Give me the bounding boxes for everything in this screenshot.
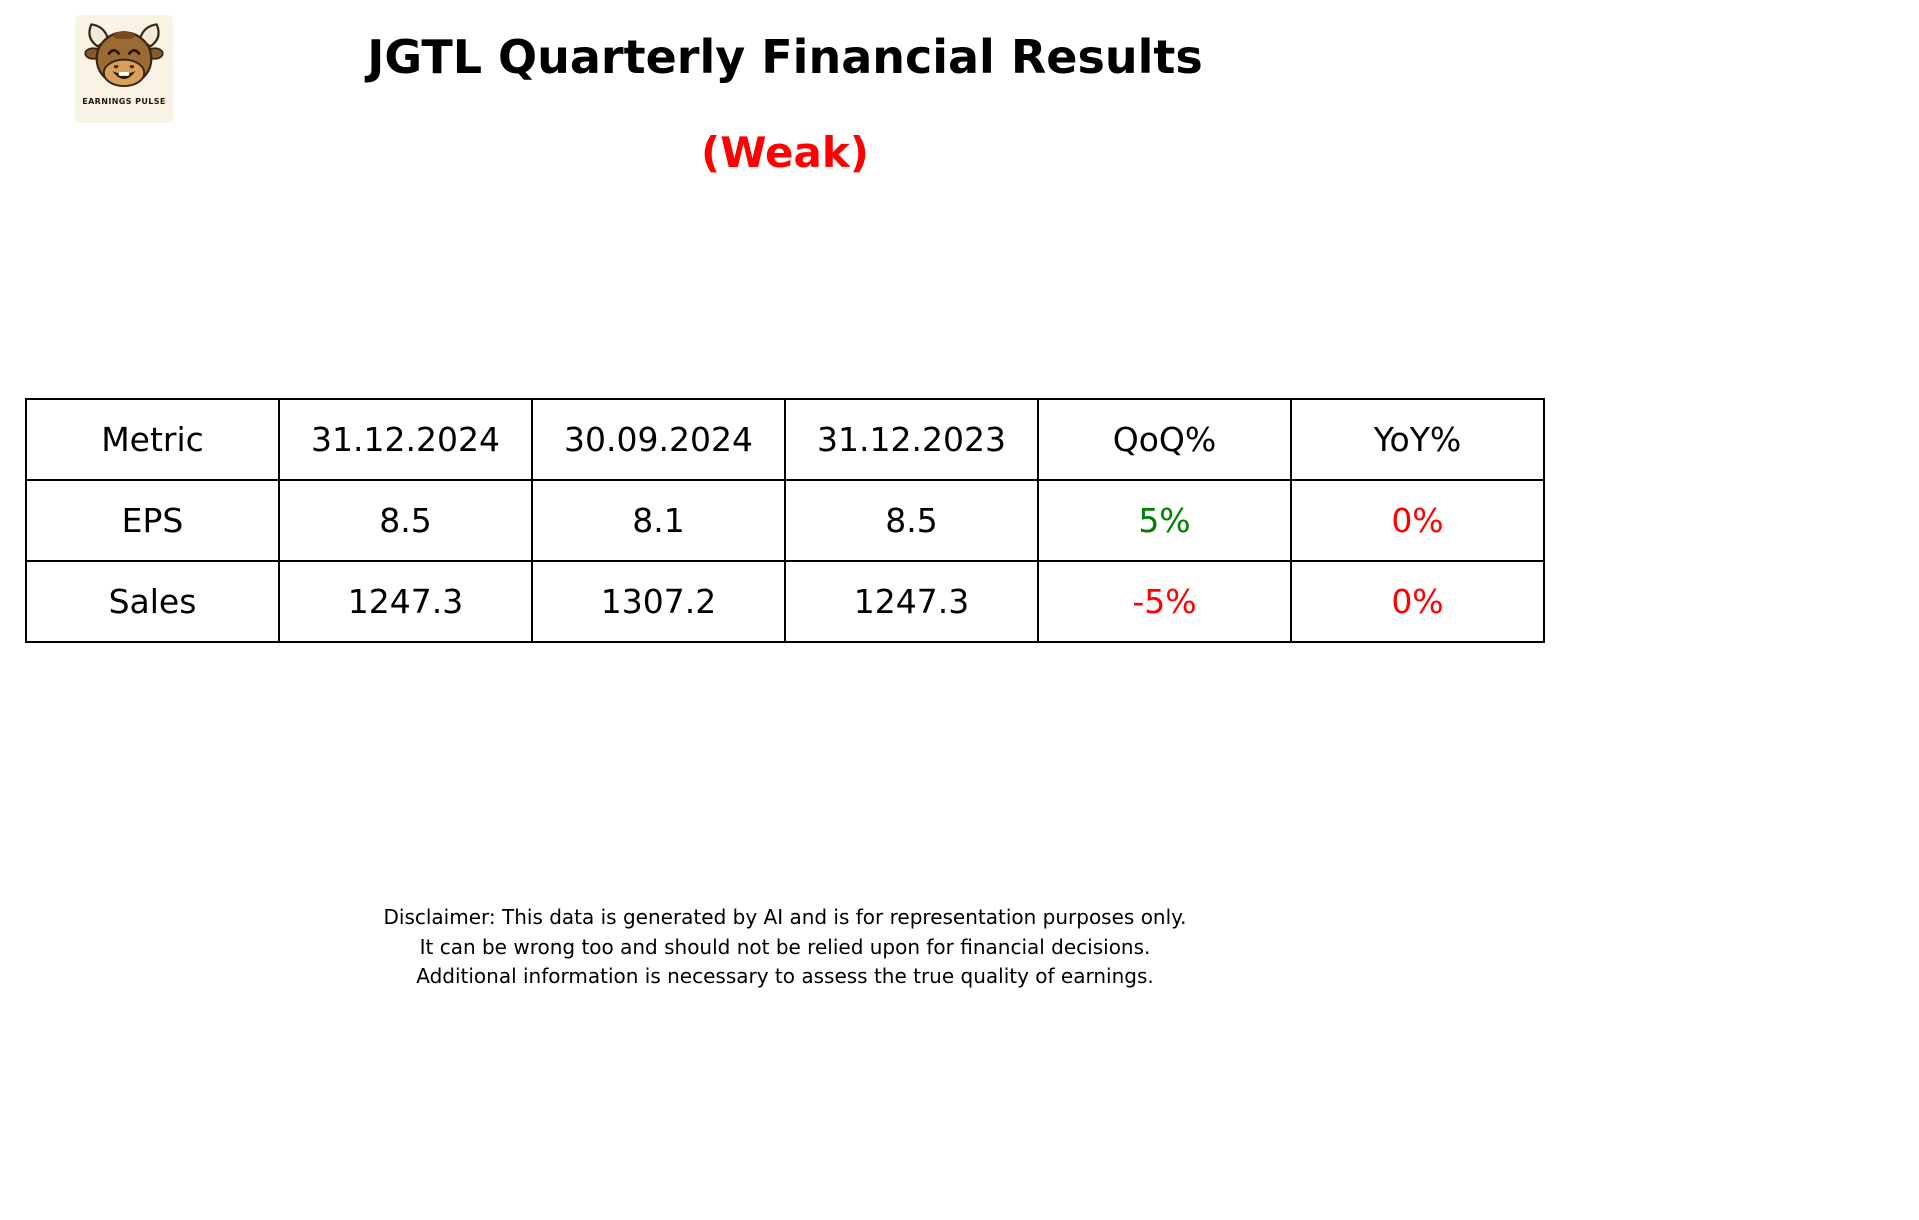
column-header-yoy: YoY% [1290,398,1545,481]
column-header-current-quarter: 31.12.2024 [278,398,533,481]
metric-cell: EPS [25,479,280,562]
value-cell: 1307.2 [531,560,786,643]
page-title: JGTL Quarterly Financial Results [367,30,1203,84]
disclaimer-line: Disclaimer: This data is generated by AI… [383,905,1187,929]
value-cell: 8.5 [784,479,1039,562]
table-row-eps: EPS 8.5 8.1 8.5 5% 0% [25,479,1545,562]
column-header-qoq: QoQ% [1037,398,1292,481]
value-cell: 8.5 [278,479,533,562]
column-header-year-ago-quarter: 31.12.2023 [784,398,1039,481]
financial-results-table: Metric 31.12.2024 30.09.2024 31.12.2023 … [25,398,1545,643]
disclaimer-line: Additional information is necessary to a… [416,964,1154,989]
value-cell: 1247.3 [784,560,1039,643]
column-header-previous-quarter: 30.09.2024 [531,398,786,481]
verdict-label: (Weak) [701,128,869,177]
yoy-cell: 0% [1290,560,1545,643]
value-cell: 1247.3 [278,560,533,643]
disclaimer-line: It can be wrong too and should not be re… [419,934,1151,959]
value-cell: 8.1 [531,479,786,562]
earnings-pulse-logo: EARNINGS PULSE [75,15,173,123]
table-row-sales: Sales 1247.3 1307.2 1247.3 -5% 0% [25,560,1545,643]
logo-caption: EARNINGS PULSE [82,97,166,106]
bull-logo-icon [84,23,164,88]
metric-cell: Sales [25,560,280,643]
table-header-row: Metric 31.12.2024 30.09.2024 31.12.2023 … [25,398,1545,481]
qoq-cell: -5% [1037,560,1292,643]
qoq-cell: 5% [1037,479,1292,562]
disclaimer: Disclaimer: This data is generated by AI… [25,903,1545,992]
column-header-metric: Metric [25,398,280,481]
yoy-cell: 0% [1290,479,1545,562]
content-area: EARNINGS PULSE JGTL Quarterly Financial … [25,0,1545,1220]
